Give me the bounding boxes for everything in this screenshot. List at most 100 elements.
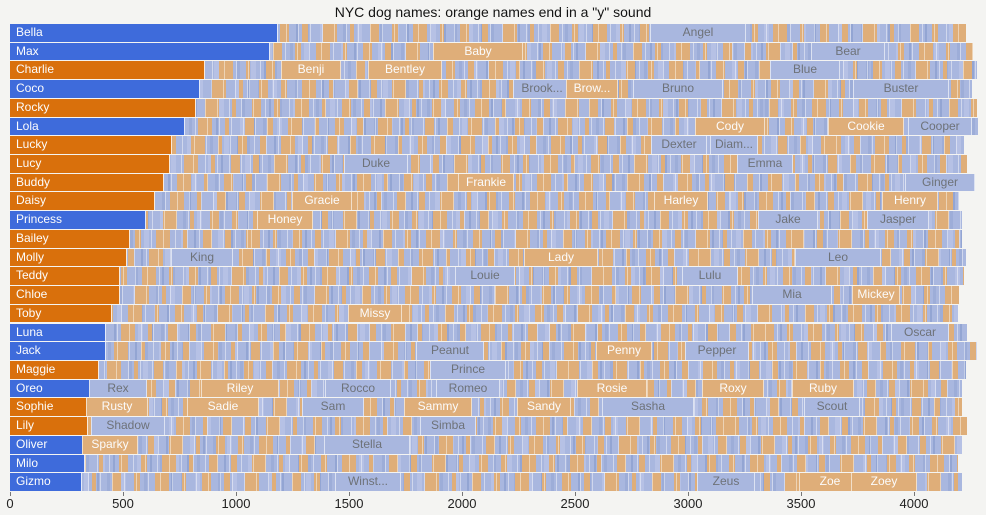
segment-brook: Brook...	[513, 80, 571, 98]
bar-maggie: Maggie	[10, 360, 99, 379]
segment-louie: Louie	[455, 267, 515, 286]
segment-scout: Scout	[804, 398, 860, 417]
segment-sparky: Sparky	[82, 435, 138, 454]
bar-row-bailey: Bailey	[10, 229, 962, 248]
segment-angel: Angel	[650, 24, 746, 42]
x-axis-tickmark	[462, 492, 463, 496]
segment-shadow: Shadow	[91, 417, 165, 435]
bar-chloe: Chloe	[10, 286, 120, 304]
x-axis-ticklabel-1000: 1000	[221, 496, 251, 511]
x-axis-tickmark	[10, 492, 11, 496]
bar-row-gizmo: Gizmo Winst... Zeus Zoe Zoey	[10, 473, 962, 491]
x-axis-ticklabel-2000: 2000	[447, 496, 477, 511]
segment-sam: Sam	[302, 398, 364, 417]
bar-luna: Luna	[10, 323, 106, 342]
bar-row-milo: Milo	[10, 454, 958, 473]
segment-rosie: Rosie	[577, 379, 647, 398]
x-axis-tickmark	[123, 492, 124, 496]
bar-row-coco: Coco Brook... Brow... Bruno Buster	[10, 80, 972, 98]
segment-honey: Honey	[257, 211, 313, 229]
bar-row-max: Max Baby Bear	[10, 42, 973, 61]
bar-row-lucy: Lucy Duke Emma	[10, 155, 967, 173]
segment-sadie: Sadie	[187, 398, 259, 417]
bar-bella: Bella	[10, 24, 278, 42]
bar-row-lily: Lily Shadow Simba	[10, 417, 967, 435]
segment-sammy: Sammy	[404, 398, 472, 417]
segment-diam: Diam...	[710, 136, 758, 154]
x-axis-ticklabel-4000: 4000	[899, 496, 929, 511]
bar-row-teddy: Teddy Louie Lulu	[10, 267, 964, 286]
bar-gizmo: Gizmo	[10, 473, 82, 491]
x-axis-tickmark	[688, 492, 689, 496]
bar-lola: Lola	[10, 117, 185, 136]
bar-row-luna: Luna Oscar	[10, 323, 967, 342]
segment-zeus: Zeus	[697, 473, 755, 491]
segment-bruno: Bruno	[633, 80, 723, 98]
bar-charlie: Charlie	[10, 61, 205, 80]
chart-title: NYC dog names: orange names end in a "y"…	[334, 4, 652, 20]
x-axis-tickmark	[801, 492, 802, 496]
segment-simba: Simba	[420, 417, 476, 435]
segment-romeo: Romeo	[436, 379, 500, 398]
segment-henry: Henry	[882, 192, 938, 211]
segment-ruby: Ruby	[792, 379, 854, 398]
bar-lily: Lily	[10, 417, 88, 435]
bar-row-molly: Molly King Lady Leo	[10, 248, 966, 267]
bar-molly: Molly	[10, 248, 127, 267]
bar-lucky: Lucky	[10, 136, 172, 154]
segment-bear: Bear	[811, 42, 885, 61]
segment-sasha: Sasha	[602, 398, 694, 417]
x-axis-ticklabel-1500: 1500	[334, 496, 364, 511]
x-axis-tickmark	[349, 492, 350, 496]
bar-princess: Princess	[10, 211, 146, 229]
segment-sandy: Sandy	[517, 398, 571, 417]
segment-mia: Mia	[752, 286, 832, 304]
segment-pepper: Pepper	[685, 342, 749, 360]
segment-dexter: Dexter	[651, 136, 707, 154]
bar-row-oliver: Oliver Sparky Stella	[10, 435, 962, 454]
x-axis: 0 500 1000 1500 2000 2500 3000 3500 4000	[0, 492, 986, 515]
segment-bentley: Bentley	[368, 61, 442, 80]
bar-row-rocky: Rocky	[10, 98, 977, 117]
segment-lady: Lady	[524, 248, 598, 267]
bar-row-oreo: Oreo Rex Riley Rocco Romeo Rosie Roxy Ruby	[10, 379, 962, 398]
segment-winst: Winst...	[335, 473, 401, 491]
segment-cooper: Cooper	[908, 117, 972, 136]
bar-milo: Milo	[10, 454, 85, 473]
segment-roxy: Roxy	[702, 379, 764, 398]
bar-daisy: Daisy	[10, 192, 155, 211]
bar-row-maggie: Maggie Prince	[10, 360, 966, 379]
bar-lucy: Lucy	[10, 155, 170, 173]
bar-row-charlie: Charlie Benji Bentley Blue	[10, 61, 977, 80]
segment-riley: Riley	[201, 379, 279, 398]
bar-row-daisy: Daisy Gracie Harley Henry	[10, 192, 959, 211]
bar-buddy: Buddy	[10, 173, 164, 192]
bar-row-chloe: Chloe Mia Mickey	[10, 286, 959, 304]
bar-rocky: Rocky	[10, 98, 196, 117]
segment-mickey: Mickey	[852, 286, 900, 304]
bar-row-sophie: Sophie Rusty Sadie Sam Sammy Sandy Sasha Scout	[10, 398, 962, 417]
segment-gracie: Gracie	[292, 192, 352, 211]
segment-jasper: Jasper	[867, 211, 929, 229]
segment-blue: Blue	[770, 61, 840, 80]
plot-area: Bella Angel Max Baby Bear Charlie Benji Bentley…	[10, 24, 986, 492]
x-axis-tickmark	[236, 492, 237, 496]
bar-row-jack: Jack Peanut Penny Pepper	[10, 342, 977, 360]
x-axis-ticklabel-0: 0	[6, 496, 14, 511]
segment-buster: Buster	[853, 80, 949, 98]
bar-row-lucky: Lucky Dexter Diam...	[10, 136, 964, 154]
segment-king: King	[171, 248, 233, 267]
segment-lulu: Lulu	[682, 267, 738, 286]
segment-stella: Stella	[324, 435, 410, 454]
segment-emma: Emma	[737, 155, 793, 173]
segment-cody: Cody	[695, 117, 765, 136]
segment-benji: Benji	[281, 61, 341, 80]
bar-coco: Coco	[10, 80, 200, 98]
segment-ginger: Ginger	[905, 173, 975, 192]
segment-prince: Prince	[430, 360, 506, 379]
segment-leo: Leo	[795, 248, 881, 267]
x-axis-ticklabel-3000: 3000	[673, 496, 703, 511]
segment-peanut: Peanut	[416, 342, 484, 360]
bar-sophie: Sophie	[10, 398, 95, 417]
segment-penny: Penny	[596, 342, 652, 360]
